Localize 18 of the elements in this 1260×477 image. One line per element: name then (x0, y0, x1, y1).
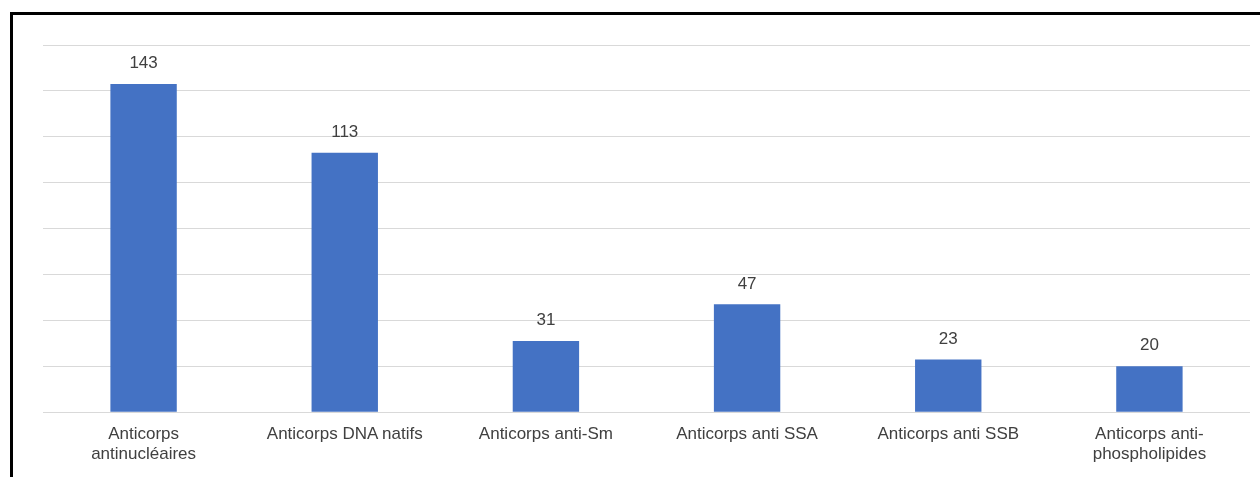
x-tick-label: Anticorps anti SSB (877, 424, 1020, 444)
bar (512, 341, 580, 412)
bar (1116, 366, 1183, 412)
x-tick-label: Anticorps antinucléaires (91, 424, 197, 464)
x-tick-label: Anticorps DNA natifs (266, 424, 423, 444)
bar (915, 359, 982, 412)
data-label: 23 (938, 328, 958, 348)
bar (713, 304, 781, 412)
data-label: 20 (1139, 335, 1159, 355)
bar (110, 84, 177, 412)
x-tick-label: Anticorps anti-phospholipides (1092, 424, 1207, 464)
data-label: 113 (331, 122, 359, 142)
data-label: 31 (536, 310, 556, 330)
data-label: 47 (737, 273, 757, 293)
bar (311, 152, 378, 412)
x-tick-label: Anticorps anti-Sm (478, 424, 613, 444)
data-label: 143 (129, 53, 158, 73)
x-tick-label: Anticorps anti SSA (676, 424, 819, 444)
